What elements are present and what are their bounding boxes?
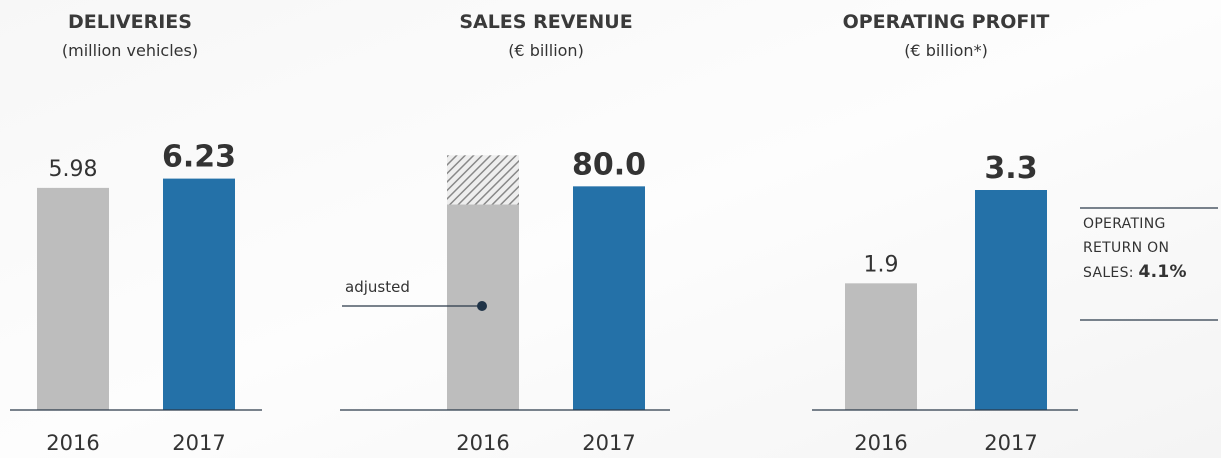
- x-tick-label: 2016: [456, 431, 509, 455]
- value-label: 6.23: [162, 140, 236, 175]
- annotation-caption: OPERATING RETURN ON SALES:: [1083, 216, 1170, 281]
- annotation-dot: [477, 301, 487, 311]
- value-label: 3.3: [984, 151, 1037, 186]
- value-label: 5.98: [49, 157, 98, 182]
- bar: [975, 190, 1047, 410]
- chart-subtitle: (€ billion*): [904, 41, 988, 60]
- bar: [845, 283, 917, 410]
- chart-title: DELIVERIES: [68, 11, 192, 33]
- x-tick-label: 2017: [172, 431, 225, 455]
- chart-subtitle: (million vehicles): [62, 41, 198, 60]
- value-label: 80.0: [572, 147, 646, 182]
- annotation-value: 4.1%: [1138, 262, 1187, 282]
- x-tick-label: 2017: [582, 431, 635, 455]
- chart-title: OPERATING PROFIT: [843, 11, 1050, 33]
- bar: [37, 187, 109, 410]
- chart-title: SALES REVENUE: [459, 11, 632, 33]
- bar: [447, 155, 519, 205]
- value-label: 1.9: [864, 252, 899, 277]
- annotation-box: OPERATING RETURN ON SALES: 4.1%: [1083, 212, 1218, 285]
- annotation-text: OPERATING RETURN ON SALES: 4.1%: [1083, 212, 1218, 285]
- chart-subtitle: (€ billion): [508, 41, 584, 60]
- annotation-label: adjusted: [345, 278, 410, 296]
- bar: [163, 178, 235, 410]
- x-tick-label: 2016: [854, 431, 907, 455]
- x-tick-label: 2016: [46, 431, 99, 455]
- x-tick-label: 2017: [984, 431, 1037, 455]
- bar: [573, 186, 645, 410]
